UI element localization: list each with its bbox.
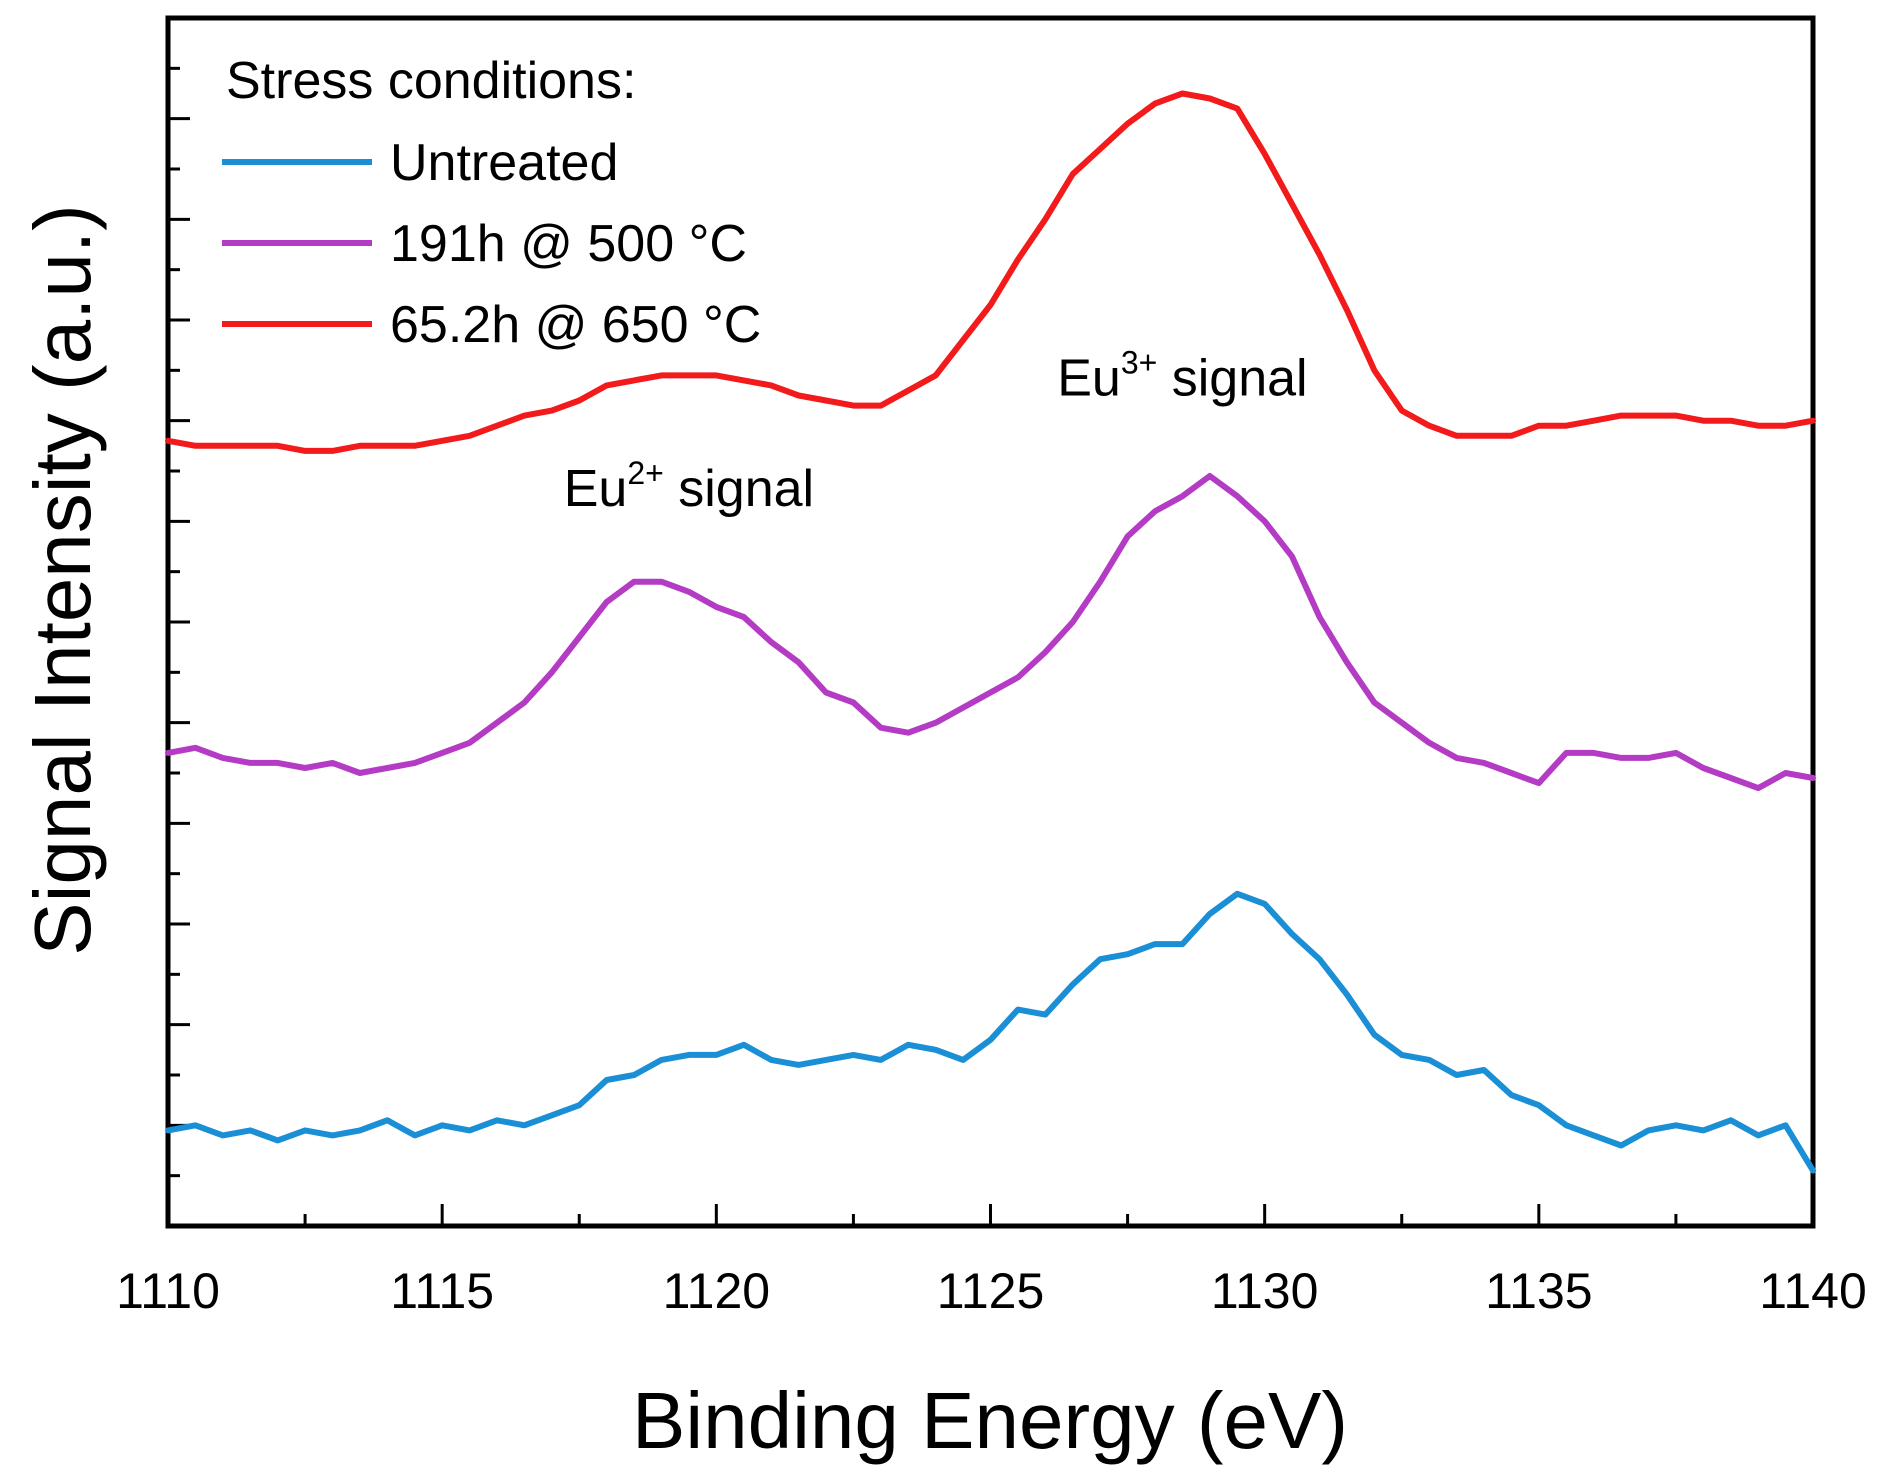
x-tick-label: 1135 bbox=[1485, 1263, 1593, 1319]
series-lines bbox=[165, 90, 1816, 1174]
legend-label: Untreated bbox=[390, 134, 618, 192]
annotations: Eu2+ signal Eu3+ signal bbox=[564, 345, 1308, 519]
x-axis-ticks bbox=[166, 1204, 1815, 1226]
annotation-label: Eu2+ signal bbox=[564, 455, 814, 518]
series-line-1 bbox=[165, 890, 1816, 1174]
x-tick-label: 1120 bbox=[663, 1263, 771, 1319]
x-tick-label: 1115 bbox=[390, 1263, 494, 1319]
legend-label: 191h @ 500 °C bbox=[390, 215, 747, 273]
legend-label: 65.2h @ 650 °C bbox=[390, 296, 761, 354]
legend-title: Stress conditions: bbox=[226, 52, 636, 110]
y-axis-title: Signal Intensity (a.u.) bbox=[18, 204, 107, 955]
series-line-3 bbox=[165, 90, 1816, 454]
x-axis-tick-labels: 1110 1115 1120 1125 1130 1135 1140 bbox=[116, 1263, 1867, 1319]
x-tick-label: 1110 bbox=[116, 1263, 220, 1319]
y-axis-ticks bbox=[168, 16, 190, 1228]
series-line-2 bbox=[165, 473, 1816, 792]
x-tick-label: 1140 bbox=[1759, 1263, 1867, 1319]
x-tick-label: 1130 bbox=[1211, 1263, 1319, 1319]
x-axis-title: Binding Energy (eV) bbox=[632, 1376, 1348, 1465]
legend: Stress conditions: Untreated 191h @ 500 °… bbox=[222, 52, 761, 354]
x-tick-label: 1125 bbox=[937, 1263, 1045, 1319]
annotation-label: Eu3+ signal bbox=[1057, 345, 1307, 408]
plot-border bbox=[165, 15, 1816, 1229]
plot-frame bbox=[165, 15, 1816, 1229]
